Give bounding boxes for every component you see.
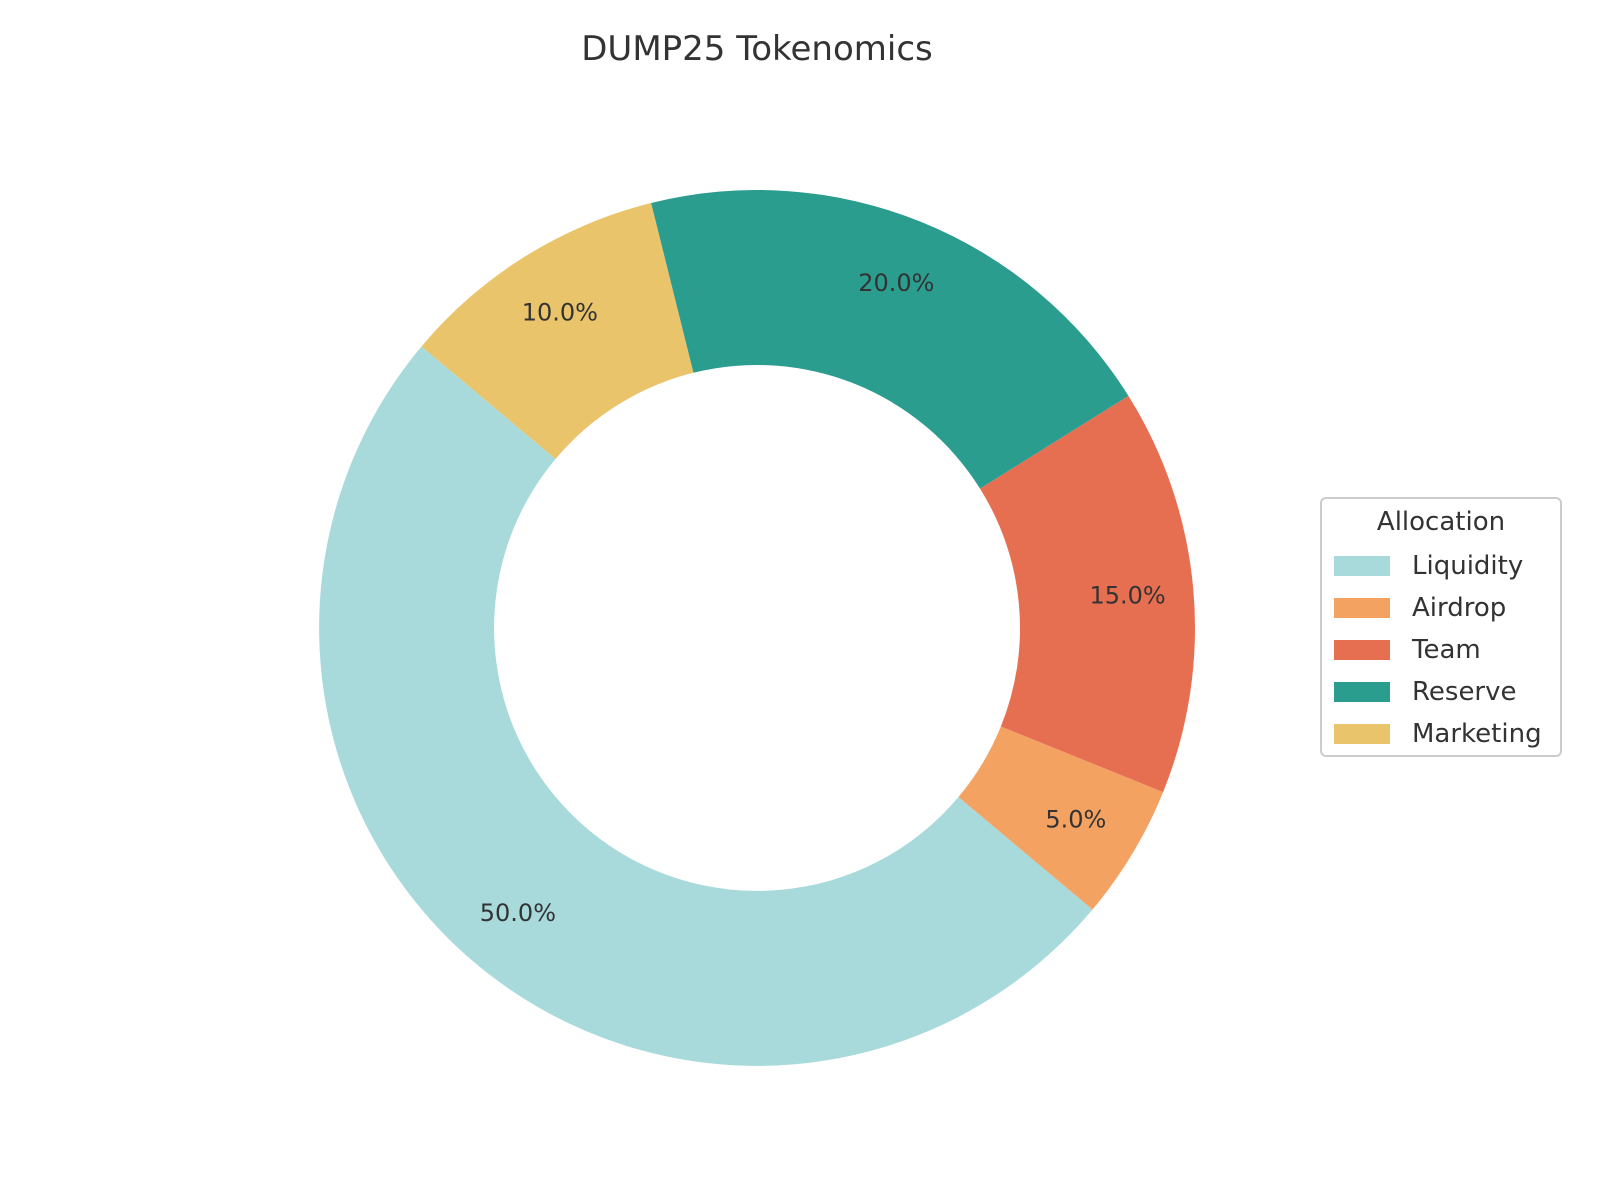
legend-label: Reserve [1412,677,1517,707]
legend-item-marketing: Marketing [1334,713,1542,755]
legend-item-reserve: Reserve [1334,671,1542,713]
slice-marketing [421,203,694,459]
legend-title: Allocation [1376,507,1506,537]
chart-title: DUMP25 Tokenomics [581,29,933,69]
legend-swatch [1334,556,1390,576]
legend-swatch [1334,598,1390,618]
slice-label-airdrop: 5.0% [1045,806,1106,834]
legend-label: Liquidity [1412,551,1524,581]
legend-label: Airdrop [1412,593,1507,623]
slice-airdrop [958,726,1164,910]
donut-slices [319,190,1195,1066]
legend-item-liquidity: Liquidity [1334,545,1542,587]
legend-swatch [1334,724,1390,744]
legend-items: Liquidity Airdrop Team Reserve Marketing [1334,545,1542,755]
slice-label-liquidity: 50.0% [480,899,556,927]
legend-item-team: Team [1334,629,1542,671]
slice-liquidity [319,346,1093,1066]
legend-swatch [1334,640,1390,660]
slice-team [980,395,1195,793]
slice-label-marketing: 10.0% [522,299,598,327]
slice-labels: 50.0% 5.0% 15.0% 20.0% 10.0% [480,269,1166,927]
legend-swatch [1334,682,1390,702]
slice-reserve [651,190,1129,489]
legend-label: Team [1412,635,1481,665]
legend: Allocation Liquidity Airdrop Team Reserve Ma… [1320,497,1562,757]
legend-label: Marketing [1412,719,1542,749]
legend-item-airdrop: Airdrop [1334,587,1542,629]
slice-label-team: 15.0% [1089,582,1165,610]
slice-label-reserve: 20.0% [858,269,934,297]
